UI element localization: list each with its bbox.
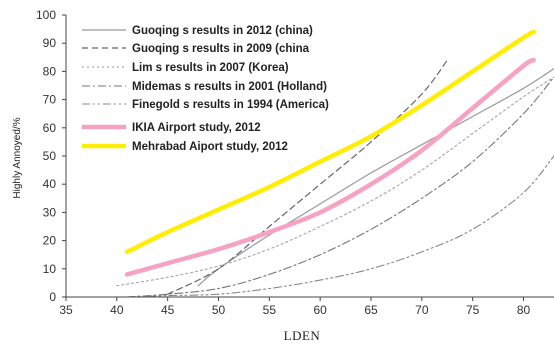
x-tick-label: 65: [364, 303, 378, 317]
legend-label-2: Guoqing s results in 2009 (china: [132, 43, 310, 55]
y-tick-label: 0: [49, 290, 56, 304]
legend-label-1: Guoqing s results in 2012 (china): [132, 25, 313, 37]
legend: Guoqing s results in 2012 (china) Guoqing…: [82, 25, 329, 153]
x-tick-label: 35: [59, 303, 73, 317]
x-tick-label: 70: [415, 303, 429, 317]
y-tick-label: 30: [43, 205, 57, 219]
legend-label-4: Midemas s results in 2001 (Holland): [132, 81, 327, 93]
y-tick-label: 10: [43, 262, 57, 276]
legend-label-3: Lim s results in 2007 (Korea): [132, 62, 289, 74]
series-line-3: [116, 76, 554, 287]
series-line-5: [126, 155, 554, 297]
y-tick-label: 60: [43, 121, 57, 135]
legend-label-7: Mehrabad Aiport study, 2012: [132, 141, 288, 153]
x-tick-label: 80: [517, 303, 531, 317]
y-tick-label: 70: [43, 93, 57, 107]
series-layer: [116, 29, 554, 297]
axes: [62, 14, 554, 301]
x-tick-label: 45: [161, 303, 175, 317]
y-tick-label: 90: [43, 36, 57, 50]
series-line-6: [124, 57, 536, 277]
x-tick-label: 50: [212, 303, 226, 317]
legend-label-5: Finegold s results in 1994 (America): [132, 99, 329, 111]
x-tick-label: 55: [263, 303, 277, 317]
series-line-2: [167, 59, 448, 295]
y-tick-label: 80: [43, 64, 57, 78]
y-tick-label: 20: [43, 234, 57, 248]
y-tick-label: 100: [36, 8, 56, 22]
x-axis-label: LDEN: [284, 328, 321, 343]
series-line-7: [124, 29, 536, 255]
y-tick-label: 40: [43, 177, 57, 191]
y-axis-label: Highly Annoyed/%: [12, 117, 23, 198]
x-tick-label: 60: [313, 303, 327, 317]
x-tick-label: 40: [110, 303, 124, 317]
series-line-4: [126, 76, 554, 297]
legend-label-6: IKIA Airport study, 2012: [132, 122, 261, 134]
tick-labels: 0 10 20 30 40 50 60 70 80 90 100 35 40 45 50 55 60 65 70 75…: [36, 8, 531, 317]
x-tick-label: 75: [466, 303, 480, 317]
y-tick-label: 50: [43, 149, 57, 163]
